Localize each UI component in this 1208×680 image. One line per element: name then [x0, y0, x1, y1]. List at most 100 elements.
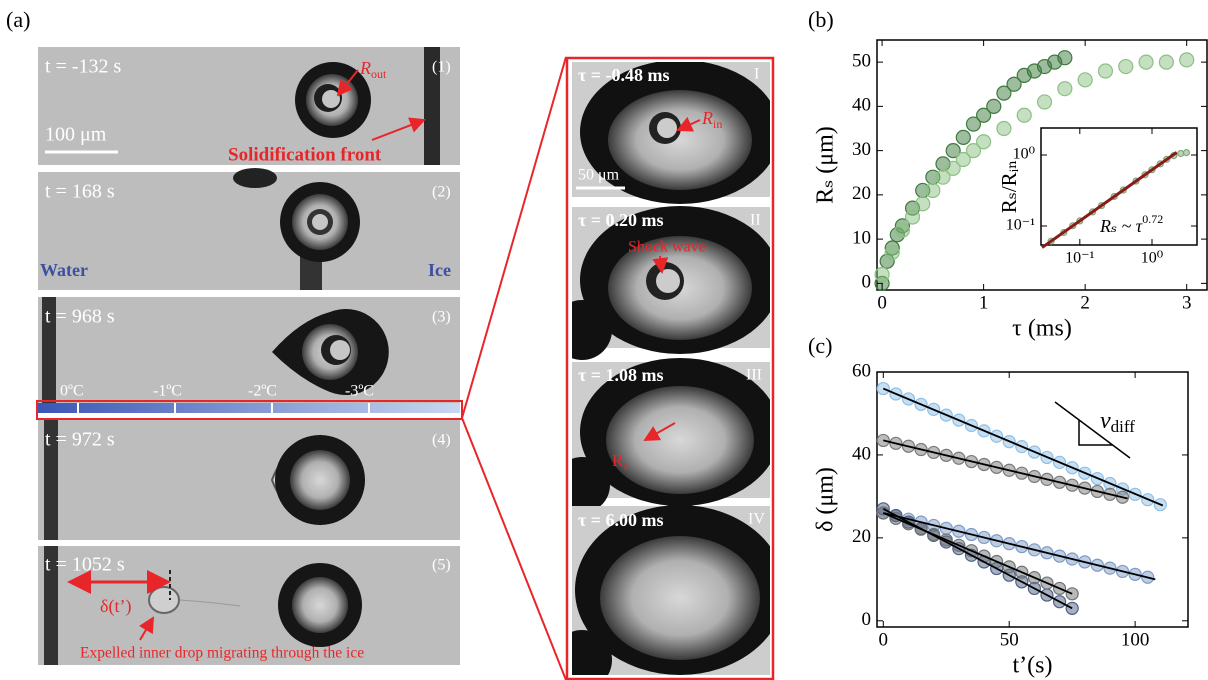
zoom-time: τ = 1.08 ms: [578, 365, 664, 385]
y-tick-label: 0: [862, 609, 872, 630]
y-tick-label: 20: [852, 526, 871, 547]
data-point: [1077, 72, 1093, 88]
zoom-index: IV: [748, 511, 765, 528]
data-point: [874, 266, 890, 283]
zoom-index: III: [746, 367, 762, 384]
data-point: [965, 143, 982, 159]
x-tick-label: 50: [1000, 629, 1019, 650]
x-tick-label: 0: [877, 292, 887, 313]
x-axis-label: t’(s): [1013, 653, 1053, 679]
x-tick-label: 1: [979, 292, 989, 313]
x-tick-label: 10⁰: [1141, 250, 1163, 267]
y-axis-label: Rₛ (μm): [813, 126, 839, 204]
water-label: Water: [40, 260, 88, 280]
fit-line: [1041, 151, 1178, 249]
x-tick-label: 100: [1121, 629, 1150, 650]
scale-bar-label: 50 μm: [578, 167, 620, 184]
frame-time: t = -132 s: [45, 56, 121, 78]
temperature-label: -2ºC: [248, 383, 277, 400]
data-point: [935, 169, 951, 185]
y-tick-label: 10⁰: [1013, 146, 1035, 163]
panel-label: (a): [6, 7, 30, 32]
data-point: [1118, 58, 1134, 75]
y-axis-label: δ (μm): [813, 467, 839, 532]
frame-time: t = 972 s: [45, 429, 115, 451]
y-tick-label: 40: [852, 443, 871, 464]
annotation: Rₛ ~ τ0.72: [1099, 212, 1163, 236]
frame-index: (4): [432, 432, 451, 449]
y-tick-label: 10⁻¹: [1006, 217, 1035, 234]
zoom-index: I: [754, 66, 759, 83]
data-point: [1097, 63, 1114, 79]
data-point: [976, 134, 992, 150]
frame-index: (2): [432, 184, 451, 201]
y-tick-label: 30: [852, 139, 871, 160]
data-point: [965, 116, 982, 132]
frame-index: (1): [432, 59, 451, 76]
zoom-frames: [572, 62, 770, 675]
y-tick-label: 0: [862, 272, 872, 293]
front-label: Solidification front: [228, 144, 382, 165]
data-point: [945, 143, 961, 159]
y-tick-label: 40: [852, 95, 871, 116]
x-tick-label: 3: [1182, 292, 1192, 313]
annotation-sub: diff: [1111, 417, 1136, 436]
panel-label: (c): [808, 333, 832, 358]
y-tick-label: 20: [852, 183, 871, 204]
data-point: [925, 182, 941, 199]
delta-label: δ(t’): [100, 596, 131, 617]
frame-index: (5): [432, 557, 451, 574]
data-point: [955, 129, 971, 145]
frame-time: t = 968 s: [45, 306, 115, 328]
zoom-time: τ = 6.00 ms: [578, 510, 664, 530]
temperature-label: -1ºC: [153, 383, 182, 400]
data-point: [1158, 54, 1174, 70]
data-point: [1138, 54, 1154, 70]
x-tick-label: 0: [879, 629, 889, 650]
x-axis-label: τ (ms): [1012, 316, 1072, 342]
x-tick-label: 10⁻¹: [1065, 250, 1094, 267]
panel-label: (b): [808, 7, 834, 32]
data-point: [976, 107, 992, 123]
data-point: [1036, 94, 1053, 110]
data-point: [1057, 50, 1073, 66]
data-point: [1016, 107, 1032, 123]
frame-time: t = 1052 s: [45, 554, 125, 576]
fit-line: [883, 512, 1156, 581]
r-in-label: Rin: [701, 108, 722, 131]
r-out-label: Rout: [359, 58, 387, 81]
data-point: [884, 244, 900, 260]
annotation-main: Rₛ ~ τ: [1099, 216, 1143, 236]
data-point: [1182, 149, 1191, 157]
frame-time: t = 168 s: [45, 181, 115, 203]
data-point: [915, 196, 931, 212]
zoom-time: τ = 0.20 ms: [578, 210, 664, 230]
plot-frame: [1040, 127, 1198, 246]
ice-label: Ice: [428, 260, 451, 280]
x-tick-label: 2: [1080, 292, 1090, 313]
slope-triangle: [1054, 401, 1131, 459]
data-point: [986, 98, 1002, 114]
fit-line: [882, 508, 1073, 610]
temperature-label: -3ºC: [345, 383, 374, 400]
data-point: [945, 160, 961, 176]
data-point: [894, 222, 910, 238]
fit-line: [882, 387, 1164, 507]
y-tick-label: 50: [852, 50, 871, 71]
annotation: vdiff: [1100, 408, 1135, 436]
annotation-exponent: 0.72: [1142, 212, 1163, 226]
data-point: [904, 209, 921, 225]
frame-index: (3): [432, 309, 451, 326]
fit-line: [883, 439, 1128, 500]
zoom-time: τ = -0.48 ms: [578, 65, 670, 85]
data-point: [996, 85, 1012, 101]
scale-bar-label: 100 μm: [45, 124, 107, 146]
shock-label: Shock wave: [628, 239, 706, 256]
fit-line: [882, 512, 1073, 595]
expelled-label: Expelled inner drop migrating through th…: [80, 645, 364, 662]
y-tick-label: 60: [852, 360, 871, 381]
annotation-main: v: [1100, 408, 1111, 434]
zoom-index: II: [750, 212, 761, 229]
